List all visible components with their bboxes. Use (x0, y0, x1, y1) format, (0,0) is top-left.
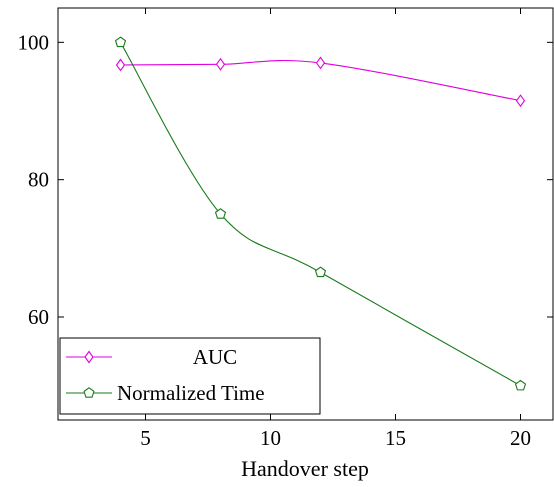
plot-area (114, 36, 527, 391)
data-point-auc-20 (515, 94, 526, 108)
x-tick-label-5: 5 (140, 426, 151, 450)
x-axis-label: Handover step (241, 456, 369, 481)
x-tick-label-20: 20 (510, 426, 531, 450)
data-point-auc-12 (315, 56, 326, 70)
data-point-auc-4 (115, 58, 126, 72)
x-tick-label-15: 15 (385, 426, 406, 450)
series-line-normalized-time (120, 42, 521, 387)
y-tick-label-100: 100 (18, 30, 50, 54)
legend: AUC Normalized Time (59, 337, 321, 415)
data-point-normalized-time-8 (214, 208, 227, 219)
data-point-auc-8 (215, 57, 226, 71)
data-point-normalized-time-12 (314, 266, 327, 278)
axes: 5 10 15 20 60 80 100 (18, 7, 554, 450)
y-tick-label-80: 80 (28, 168, 49, 192)
data-point-normalized-time-20 (514, 379, 527, 391)
data-point-normalized-time-4 (114, 36, 127, 48)
axes-frame (57, 7, 554, 421)
series-line-auc (120, 59, 521, 102)
legend-label-auc: AUC (193, 345, 237, 369)
legend-label-normalized-time: Normalized Time (117, 381, 265, 405)
legend-marker-auc (84, 350, 94, 364)
legend-marker-normalized-time (83, 387, 95, 398)
y-tick-label-60: 60 (28, 305, 49, 329)
legend-box (59, 337, 321, 415)
x-tick-label-10: 10 (260, 426, 281, 450)
